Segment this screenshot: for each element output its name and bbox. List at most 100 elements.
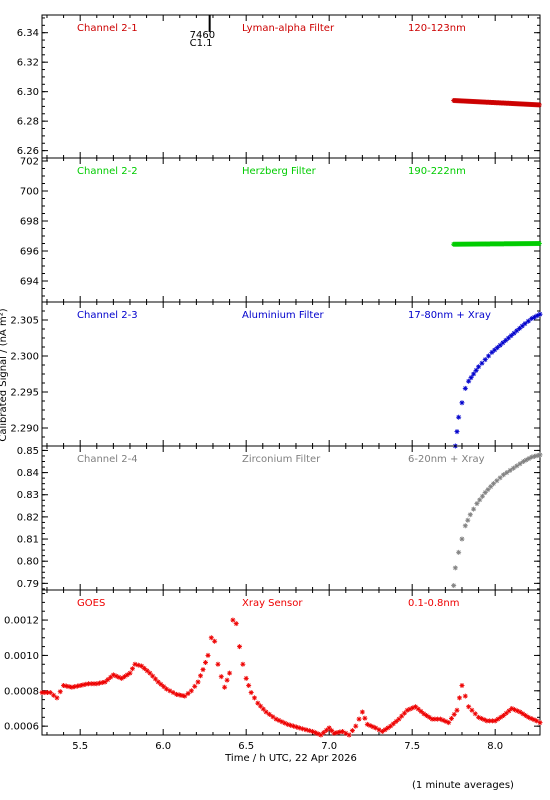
data-point — [251, 695, 257, 701]
star-stroke — [237, 644, 242, 649]
star-stroke — [219, 674, 224, 679]
y-tick-label: 0.85 — [17, 446, 39, 457]
star-stroke — [481, 717, 487, 722]
data-point — [471, 506, 477, 512]
star-stroke — [69, 685, 74, 690]
star-stroke — [97, 681, 102, 686]
star-stroke — [100, 680, 105, 685]
star-stroke — [334, 730, 340, 735]
star-stroke — [125, 672, 130, 677]
y-tick-label: 0.80 — [17, 557, 39, 568]
data-point — [494, 478, 500, 484]
data-point — [448, 715, 454, 721]
star-stroke — [446, 720, 451, 725]
star-stroke — [205, 653, 211, 658]
data-point — [303, 727, 309, 733]
y-tick-label: 2.290 — [10, 424, 39, 435]
star-stroke — [327, 725, 332, 731]
data-point — [514, 463, 520, 469]
star-stroke — [382, 727, 388, 732]
star-stroke — [111, 672, 116, 677]
star-stroke — [523, 713, 528, 718]
data-point — [129, 666, 135, 672]
star-stroke — [459, 683, 465, 688]
star-stroke — [463, 386, 468, 391]
data-point — [124, 672, 130, 678]
data-point — [185, 690, 191, 696]
star-stroke — [282, 720, 287, 726]
data-point — [446, 720, 452, 726]
data-point — [224, 677, 230, 683]
star-stroke — [127, 670, 133, 676]
star-stroke — [373, 725, 378, 731]
star-stroke — [479, 361, 485, 366]
data-point — [243, 675, 249, 681]
data-point — [246, 682, 252, 688]
panel-frame — [41, 301, 541, 447]
panel-channel-label: Channel 2-4 — [77, 454, 138, 465]
star-stroke — [167, 688, 172, 693]
data-point — [456, 414, 462, 420]
star-stroke — [449, 716, 454, 721]
star-stroke — [416, 706, 421, 712]
data-point — [537, 452, 543, 458]
star-stroke — [356, 716, 362, 722]
star-stroke — [195, 679, 201, 685]
star-stroke — [483, 357, 488, 362]
data-point — [452, 565, 458, 571]
data-point — [517, 461, 523, 467]
data-point — [382, 727, 388, 733]
data-point — [466, 704, 472, 710]
star-stroke — [463, 693, 468, 699]
data-point — [300, 726, 306, 732]
star-stroke — [114, 673, 119, 679]
panel-frame — [41, 14, 541, 159]
star-stroke — [441, 718, 446, 723]
star-stroke — [222, 685, 227, 690]
data-point — [121, 674, 127, 680]
star-stroke — [258, 703, 263, 709]
star-stroke — [529, 716, 534, 721]
star-stroke — [537, 241, 542, 246]
star-stroke — [529, 454, 534, 460]
star-stroke — [514, 463, 519, 469]
star-stroke — [413, 704, 418, 709]
data-point — [462, 693, 468, 699]
star-stroke — [48, 690, 53, 695]
star-stroke — [209, 635, 214, 640]
data-point — [266, 711, 272, 717]
data-point — [469, 707, 475, 713]
star-stroke — [240, 662, 245, 667]
star-stroke — [360, 709, 365, 715]
data-point — [379, 728, 385, 734]
star-stroke — [537, 312, 543, 317]
data-point — [497, 475, 503, 481]
star-stroke — [255, 701, 260, 706]
panel-filter-label: Lyman-alpha Filter — [242, 23, 335, 34]
star-stroke — [246, 683, 251, 688]
data-point — [205, 652, 211, 658]
star-stroke — [537, 102, 542, 108]
data-point — [465, 517, 471, 523]
star-stroke — [534, 718, 539, 723]
panel-filter-label: Zirconium Filter — [242, 454, 321, 465]
data-point — [424, 713, 430, 719]
star-stroke — [486, 353, 491, 359]
y-tick-label: 698 — [20, 217, 39, 228]
star-stroke — [456, 550, 461, 555]
panel-filter-label: Herzberg Filter — [242, 166, 317, 177]
panel-channel-label: GOES — [77, 598, 105, 609]
panel-filter-label: Xray Sensor — [242, 598, 303, 609]
y-tick-label: 6.34 — [17, 28, 39, 39]
y-tick-label: 2.305 — [10, 316, 39, 327]
star-stroke — [307, 728, 312, 733]
data-point — [468, 375, 474, 381]
data-point — [456, 695, 462, 701]
panel-channel-label: Channel 2-2 — [77, 166, 138, 177]
y-tick-label: 6.26 — [17, 146, 39, 157]
data-point — [474, 501, 480, 507]
data-point — [498, 714, 504, 720]
x-tick-label: 5.5 — [72, 741, 88, 752]
data-point — [356, 716, 362, 722]
y-tick-label: 0.0006 — [4, 722, 39, 733]
